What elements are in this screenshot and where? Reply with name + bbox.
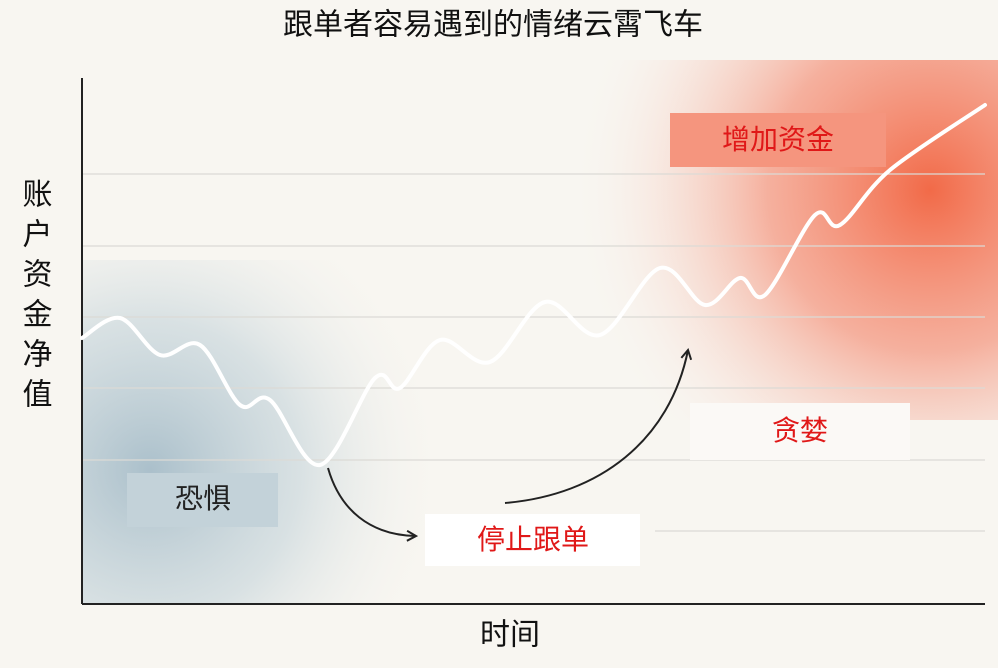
fear-label: 恐惧 <box>175 482 231 515</box>
greed-label: 贪婪 <box>772 414 828 447</box>
equity-curve <box>80 103 987 467</box>
arrow <box>504 350 688 504</box>
stop-label: 停止跟单 <box>477 523 589 556</box>
label-box <box>670 113 886 167</box>
arrow <box>327 467 416 536</box>
x-axis-label: 时间 <box>480 618 540 653</box>
label-box <box>690 403 910 460</box>
y-axis-label: 账户资金净值 <box>17 178 53 418</box>
label-box <box>127 473 278 527</box>
label-box <box>425 514 640 566</box>
title: 跟单者容易遇到的情绪云霄飞车 <box>283 8 703 43</box>
add-label: 增加资金 <box>722 123 834 156</box>
fear-zone <box>82 260 462 604</box>
grid <box>82 173 985 532</box>
